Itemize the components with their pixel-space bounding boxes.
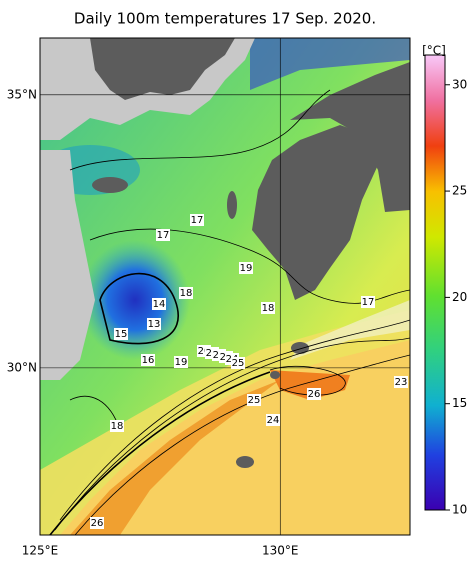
contour-label: 15 <box>115 329 128 340</box>
grid-lines <box>40 38 410 535</box>
contour-label: 19 <box>175 357 188 368</box>
contour-label: 19 <box>240 263 253 274</box>
contour-label: 17 <box>362 297 375 308</box>
contour-label: 25 <box>248 395 261 406</box>
lat-tick-label: 35°N <box>7 87 37 101</box>
contour-label-box <box>394 376 408 388</box>
contour-label-box <box>179 287 193 299</box>
contour-label-box <box>90 517 104 529</box>
contour-label-box <box>261 302 275 314</box>
contour-label: 24 <box>267 415 280 426</box>
lon-tick-label: 130°E <box>262 544 299 558</box>
contour-label-box <box>247 394 261 406</box>
contour-label: 13 <box>148 319 161 330</box>
colorbar-tick-label: 25 <box>452 184 467 198</box>
contour-label: 18 <box>111 421 124 432</box>
contour-label-box <box>110 420 124 432</box>
colorbar-label: [°C] <box>422 44 446 58</box>
colorbar-tick-label: 15 <box>452 396 467 410</box>
contour-label-box <box>152 298 166 310</box>
contour-label: 17 <box>157 230 170 241</box>
contour-label: 18 <box>262 303 275 314</box>
contour-label: 18 <box>180 288 193 299</box>
contour-label-box <box>114 328 128 340</box>
map-frame <box>39 37 411 536</box>
contour-label-box <box>307 388 321 400</box>
map-title: Daily 100m temperatures 17 Sep. 2020. <box>74 10 376 28</box>
lat-tick-label: 30°N <box>7 360 37 374</box>
contour-label-box <box>190 214 204 226</box>
contour-label: 17 <box>191 215 204 226</box>
contour-label: 23 <box>395 377 408 388</box>
lon-tick-label: 125°E <box>22 544 59 558</box>
contour-label-box <box>141 354 155 366</box>
contour-label: 14 <box>153 299 166 310</box>
contour-label: 16 <box>142 355 155 366</box>
colorbar <box>424 54 446 511</box>
contour-label-box <box>231 357 245 369</box>
contour-label-box <box>239 262 253 274</box>
contour-label: 20 <box>198 346 211 357</box>
contour-label: 26 <box>91 518 104 529</box>
contour-label-box <box>147 318 161 330</box>
contour-label: 25 <box>232 358 245 369</box>
map-body <box>40 38 410 535</box>
contour-label-box <box>156 229 170 241</box>
contour-label-box <box>266 414 280 426</box>
contour-label-box <box>174 356 188 368</box>
colorbar-tick-label: 30 <box>452 77 467 91</box>
contour-label-box <box>361 296 375 308</box>
contour-label: 26 <box>308 389 321 400</box>
colorbar-tick-label: 10 <box>452 503 467 517</box>
colorbar-tick-label: 20 <box>452 290 467 304</box>
